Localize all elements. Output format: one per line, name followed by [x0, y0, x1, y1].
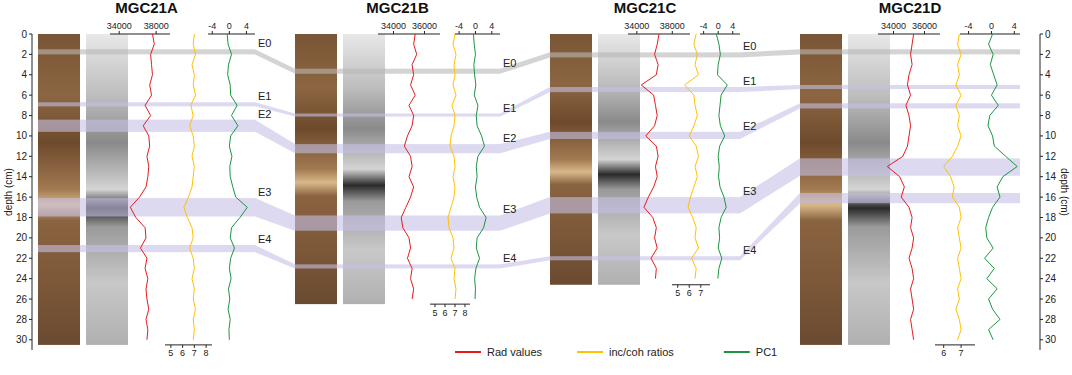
- svg-text:MGC21B: MGC21B: [366, 0, 429, 16]
- svg-text:E3: E3: [258, 186, 271, 198]
- svg-text:18: 18: [16, 212, 28, 223]
- svg-text:8: 8: [1045, 110, 1051, 121]
- svg-text:6: 6: [21, 90, 27, 101]
- svg-text:E2: E2: [258, 108, 271, 120]
- svg-text:4: 4: [21, 69, 27, 80]
- svg-text:depth (cm): depth (cm): [3, 168, 14, 216]
- svg-text:E4: E4: [258, 233, 271, 245]
- svg-text:-4: -4: [700, 21, 708, 31]
- svg-text:E3: E3: [743, 185, 756, 197]
- svg-text:8: 8: [204, 348, 209, 358]
- svg-text:inc/coh ratios: inc/coh ratios: [609, 346, 674, 358]
- svg-text:30: 30: [16, 334, 28, 345]
- svg-text:E4: E4: [743, 244, 756, 256]
- svg-text:MGC21A: MGC21A: [115, 0, 178, 16]
- svg-text:26: 26: [16, 294, 28, 305]
- svg-text:22: 22: [1045, 253, 1057, 264]
- svg-text:8: 8: [462, 308, 467, 318]
- svg-text:E2: E2: [743, 120, 756, 132]
- svg-text:E1: E1: [503, 102, 516, 114]
- svg-text:PC1: PC1: [756, 346, 777, 358]
- svg-text:10: 10: [16, 130, 28, 141]
- svg-text:34000: 34000: [381, 21, 406, 31]
- svg-text:8: 8: [21, 110, 27, 121]
- svg-text:5: 5: [168, 348, 173, 358]
- svg-text:14: 14: [1045, 171, 1057, 182]
- svg-text:14: 14: [16, 171, 28, 182]
- svg-text:7: 7: [192, 348, 197, 358]
- svg-text:-4: -4: [455, 21, 463, 31]
- svg-text:MGC21C: MGC21C: [614, 0, 677, 16]
- svg-text:MGC21D: MGC21D: [879, 0, 942, 16]
- svg-text:4: 4: [730, 21, 735, 31]
- svg-text:10: 10: [1045, 130, 1057, 141]
- svg-text:E3: E3: [503, 203, 516, 215]
- svg-text:5: 5: [675, 288, 680, 298]
- svg-text:36000: 36000: [912, 21, 937, 31]
- svg-text:E0: E0: [258, 37, 271, 49]
- svg-text:4: 4: [1045, 69, 1051, 80]
- svg-text:16: 16: [16, 192, 28, 203]
- svg-text:Rad values: Rad values: [487, 346, 543, 358]
- svg-text:20: 20: [1045, 232, 1057, 243]
- svg-text:6: 6: [443, 308, 448, 318]
- svg-text:-4: -4: [965, 21, 973, 31]
- svg-text:0: 0: [227, 21, 232, 31]
- svg-text:0: 0: [473, 21, 478, 31]
- svg-text:20: 20: [16, 232, 28, 243]
- svg-text:6: 6: [687, 288, 692, 298]
- svg-text:36000: 36000: [412, 21, 437, 31]
- svg-text:22: 22: [16, 253, 28, 264]
- svg-text:6: 6: [1045, 90, 1051, 101]
- svg-text:7: 7: [452, 308, 457, 318]
- svg-text:0: 0: [21, 29, 27, 40]
- svg-text:0: 0: [989, 21, 994, 31]
- svg-text:28: 28: [1045, 314, 1057, 325]
- svg-text:7: 7: [698, 288, 703, 298]
- svg-text:34000: 34000: [881, 21, 906, 31]
- svg-text:6: 6: [180, 348, 185, 358]
- svg-text:24: 24: [16, 273, 28, 284]
- svg-text:0: 0: [1045, 29, 1051, 40]
- svg-text:E1: E1: [258, 90, 271, 102]
- svg-text:38000: 38000: [144, 21, 169, 31]
- svg-text:12: 12: [1045, 151, 1057, 162]
- svg-text:24: 24: [1045, 273, 1057, 284]
- svg-text:16: 16: [1045, 192, 1057, 203]
- svg-text:2: 2: [21, 49, 27, 60]
- svg-text:-4: -4: [208, 21, 216, 31]
- svg-text:7: 7: [959, 348, 964, 358]
- svg-text:2: 2: [1045, 49, 1051, 60]
- svg-text:E0: E0: [503, 57, 516, 69]
- svg-text:E2: E2: [503, 132, 516, 144]
- svg-text:18: 18: [1045, 212, 1057, 223]
- svg-text:0: 0: [716, 21, 721, 31]
- svg-text:depth (cm): depth (cm): [1059, 168, 1070, 216]
- svg-text:E1: E1: [743, 75, 756, 87]
- svg-text:4: 4: [244, 21, 249, 31]
- svg-text:12: 12: [16, 151, 28, 162]
- svg-text:4: 4: [489, 21, 494, 31]
- svg-text:4: 4: [1012, 21, 1017, 31]
- svg-text:6: 6: [941, 348, 946, 358]
- svg-text:34000: 34000: [624, 21, 649, 31]
- svg-text:34000: 34000: [107, 21, 132, 31]
- svg-text:30: 30: [1045, 334, 1057, 345]
- svg-text:E4: E4: [503, 252, 516, 264]
- svg-text:5: 5: [433, 308, 438, 318]
- svg-text:26: 26: [1045, 294, 1057, 305]
- svg-text:38000: 38000: [660, 21, 685, 31]
- svg-text:E0: E0: [743, 40, 756, 52]
- svg-text:28: 28: [16, 314, 28, 325]
